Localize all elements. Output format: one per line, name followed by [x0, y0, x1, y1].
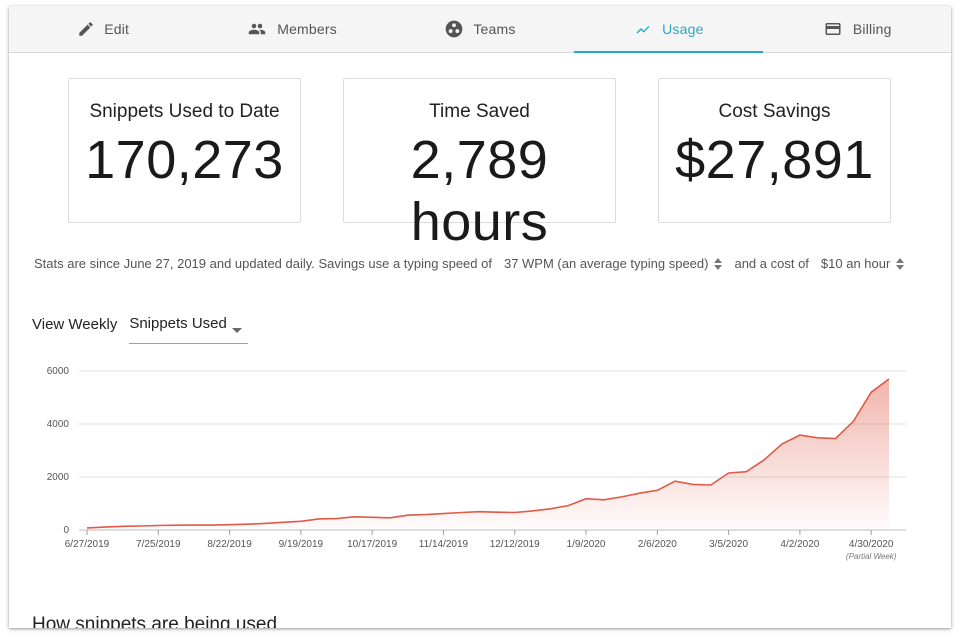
typing-speed-value: 37 WPM (an average typing speed): [503, 256, 709, 271]
hourly-cost-select[interactable]: $10 an hour: [820, 256, 905, 271]
credit-card-icon: [822, 20, 844, 38]
typing-speed-select[interactable]: 37 WPM (an average typing speed): [504, 256, 723, 271]
tab-teams[interactable]: Teams: [386, 6, 574, 52]
x-tick-label: 12/12/2019: [490, 539, 540, 550]
partial-week-note: (Partial Week): [846, 552, 897, 561]
tab-label: Teams: [473, 21, 516, 37]
tab-edit[interactable]: Edit: [9, 6, 197, 52]
stat-card-snippets: Snippets Used to Date 170,273: [68, 78, 301, 223]
stat-label: Cost Savings: [718, 101, 831, 122]
hourly-cost-value: $10 an hour: [820, 256, 891, 271]
people-icon: [246, 20, 268, 38]
tab-label: Members: [277, 21, 337, 37]
tab-label: Usage: [662, 21, 704, 37]
usage-chart: 0 2000 4000 6000 6/27/2019 7/25/2019 8/22/2019…: [47, 366, 906, 561]
y-tick-label: 4000: [47, 419, 70, 430]
updown-arrows-icon: [896, 257, 905, 270]
view-label: View Weekly: [32, 316, 118, 333]
stat-label: Time Saved: [429, 101, 530, 122]
pencil-icon: [77, 20, 95, 38]
trending-up-icon: [633, 21, 653, 37]
x-tick-label: 7/25/2019: [136, 539, 181, 550]
tab-label: Billing: [852, 21, 892, 37]
stats-note: Stats are since June 27, 2019 and update…: [34, 256, 905, 271]
tab-billing[interactable]: Billing: [763, 6, 951, 52]
x-tick-label: 4/30/2020: [849, 539, 894, 550]
x-tick-label: 11/14/2019: [419, 539, 469, 550]
section-heading: How snippets are being used: [32, 614, 278, 628]
y-tick-label: 2000: [47, 472, 70, 483]
x-tick-label: 3/5/2020: [709, 539, 748, 550]
tab-usage[interactable]: Usage: [574, 6, 763, 53]
series-area: [87, 379, 889, 530]
x-tick-label: 2/6/2020: [638, 539, 677, 550]
x-tick-label: 10/17/2019: [347, 539, 397, 550]
tab-label: Edit: [104, 21, 130, 37]
x-tick-label: 4/2/2020: [780, 539, 819, 550]
tab-members[interactable]: Members: [197, 6, 385, 52]
stat-value: $27,891: [675, 130, 874, 190]
y-tick-label: 6000: [47, 366, 70, 377]
teams-icon: [444, 19, 464, 39]
stat-card-time-saved: Time Saved 2,789 hours: [343, 78, 616, 252]
x-tick-label: 9/19/2019: [279, 539, 324, 550]
metric-dropdown-value: Snippets Used: [129, 315, 227, 332]
view-controls: View Weekly Snippets Used: [32, 315, 249, 345]
usage-panel: Edit Members Teams Usage Billing: [9, 6, 951, 628]
x-tick-label: 1/9/2020: [567, 539, 606, 550]
y-tick-label: 0: [63, 525, 69, 536]
dropdown-caret-icon: [232, 321, 243, 338]
stat-label: Snippets Used to Date: [89, 101, 280, 122]
updown-arrows-icon: [714, 257, 723, 270]
series-line: [86, 378, 890, 529]
stat-value: 170,273: [85, 130, 284, 190]
stats-note-middle: and a cost of: [734, 256, 809, 271]
metric-dropdown[interactable]: Snippets Used: [129, 315, 249, 344]
tab-bar: Edit Members Teams Usage Billing: [9, 6, 951, 53]
x-tick-label: 8/22/2019: [207, 539, 252, 550]
x-tick-label: 6/27/2019: [65, 539, 110, 550]
stat-value: 2,789 hours: [410, 130, 549, 252]
stat-card-cost-savings: Cost Savings $27,891: [658, 78, 891, 223]
stats-note-prefix: Stats are since June 27, 2019 and update…: [34, 256, 492, 271]
